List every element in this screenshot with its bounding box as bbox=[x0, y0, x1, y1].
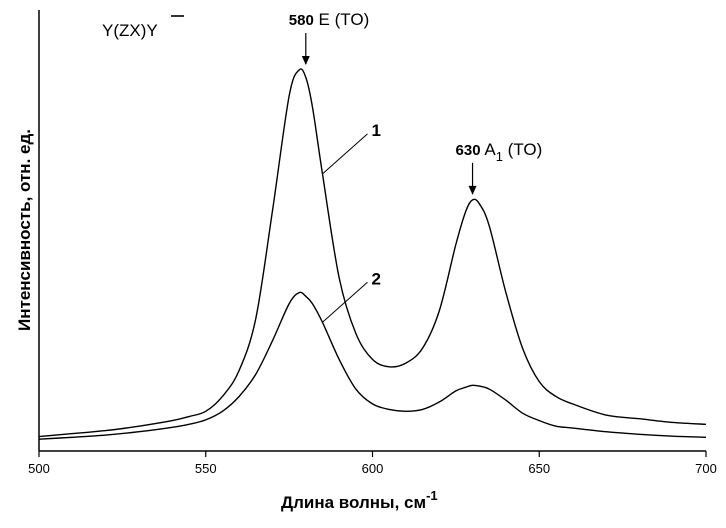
x-tick-labels: 500 550 600 650 700 bbox=[28, 461, 717, 476]
peak-label: 630 A1 (TO) bbox=[456, 140, 543, 164]
x-tick-label: 700 bbox=[695, 461, 717, 476]
curve-number-label: 2 bbox=[371, 269, 380, 288]
series-line-2 bbox=[38, 291, 707, 440]
peak-arrow-head bbox=[301, 56, 310, 65]
x-tick-marks bbox=[38, 451, 707, 457]
peak-annotation: 630 A1 (TO) bbox=[456, 140, 543, 195]
x-tick-label: 650 bbox=[528, 461, 550, 476]
series-line-1 bbox=[38, 68, 707, 438]
y-axis-title: Интенсивность, отн. ед. bbox=[15, 129, 34, 331]
annotations: 580 E (TO) 630 A1 (TO) 1 2 bbox=[289, 10, 543, 323]
curve-leader-line bbox=[322, 133, 368, 175]
x-tick-label: 500 bbox=[28, 461, 50, 476]
peak-label: 580 E (TO) bbox=[289, 10, 369, 29]
geometry-label: Y(ZX)Y bbox=[102, 21, 158, 40]
x-tick-label: 550 bbox=[195, 461, 217, 476]
peak-arrow-head bbox=[468, 185, 477, 195]
x-axis-title: Длина волны, см-1 bbox=[281, 488, 438, 512]
curve-leader-line bbox=[322, 281, 368, 323]
peak-annotation: 580 E (TO) bbox=[289, 10, 369, 65]
curve-number-label: 1 bbox=[371, 121, 380, 140]
x-tick-label: 600 bbox=[362, 461, 384, 476]
series-group bbox=[38, 68, 707, 440]
